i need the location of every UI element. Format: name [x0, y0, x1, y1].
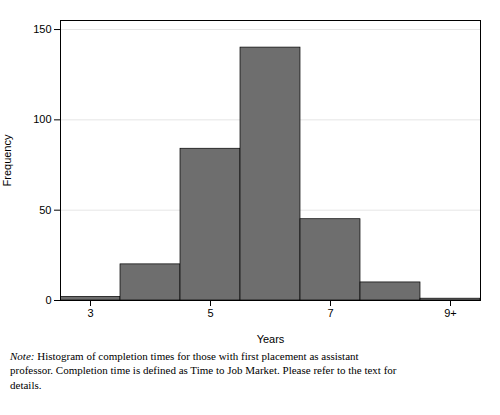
svg-text:Years: Years — [257, 333, 285, 345]
svg-text:5: 5 — [207, 307, 213, 319]
svg-text:3: 3 — [87, 307, 93, 319]
svg-text:0: 0 — [45, 294, 51, 306]
svg-text:150: 150 — [33, 23, 51, 35]
svg-text:Frequency: Frequency — [1, 134, 13, 186]
svg-text:50: 50 — [39, 204, 51, 216]
svg-text:9+: 9+ — [444, 307, 457, 319]
svg-text:100: 100 — [33, 113, 51, 125]
html-text:Note: Histogram of completion: Note: Histogram of completion times for … — [10, 350, 397, 391]
svg-text:7: 7 — [327, 307, 333, 319]
